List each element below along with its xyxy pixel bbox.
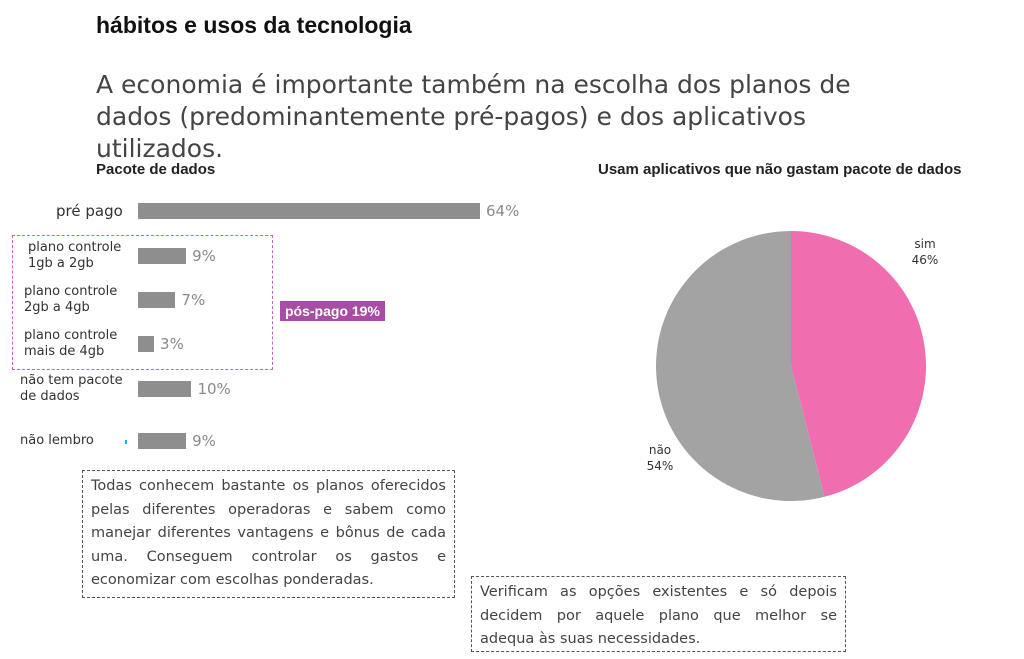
bar-label-line: plano controle [24,328,118,343]
bar-label: plano controle 1gb a 2gb [28,240,121,272]
bar-label: plano controle 2gb a 4gb [24,284,117,316]
bar-value-label: 64% [486,202,520,220]
bar-value-label: 9% [192,247,216,265]
pie-label-sim: sim 46% [905,236,945,268]
bar-label-line: mais de 4gb [24,344,105,359]
cursor-mark [125,440,127,444]
bar-label-line: pré pago [56,202,123,220]
bar-label-line: plano controle [24,284,118,299]
bar-label-line: 2gb a 4gb [24,300,90,315]
bar [138,248,187,264]
pie-slice-sim [791,231,926,497]
bar-label-line: de dados [20,389,80,404]
pie-label-nao-name: não [648,443,672,457]
bar-label-line: não lembro [20,433,94,448]
pie-slice-nao [656,231,825,501]
pie-label-nao-value: 54% [646,459,674,473]
bar-value-label: 9% [192,432,216,450]
bar-label-line: 1gb a 2gb [28,256,94,271]
postpaid-group-box [12,235,273,370]
bar [138,433,187,449]
postpaid-badge: pós-pago 19% [280,301,385,321]
note-left: Todas conhecem bastante os planos oferec… [82,470,455,598]
bar-value-label: 3% [160,335,184,353]
pie-label-sim-value: 46% [911,253,939,267]
bar [138,292,176,308]
bar-chart-title: Pacote de dados [96,161,216,178]
section-title: hábitos e usos da tecnologia [96,12,412,38]
pie-label-sim-name: sim [914,237,936,251]
bar [138,203,480,219]
subtitle: A economia é importante também na escolh… [96,70,851,163]
bar-label: não lembro [20,433,94,449]
bar-value-label: 7% [181,291,206,309]
note-right: Verificam as opções existentes e só depo… [471,576,846,652]
pie-chart-title: Usam aplicativos que não gastam pacote d… [598,161,962,178]
pie-label-nao: não 54% [640,442,680,474]
bar-label: pré pago [56,202,123,220]
bar-label-line: plano controle [28,240,122,255]
bar-label-line: não tem pacote [20,373,123,388]
bar [138,381,192,397]
bar-label: não tem pacote de dados [20,373,123,405]
bar [138,336,155,352]
pie-chart [656,231,926,501]
bar-label: plano controle mais de 4gb [24,328,117,360]
bar-value-label: 10% [197,380,231,398]
